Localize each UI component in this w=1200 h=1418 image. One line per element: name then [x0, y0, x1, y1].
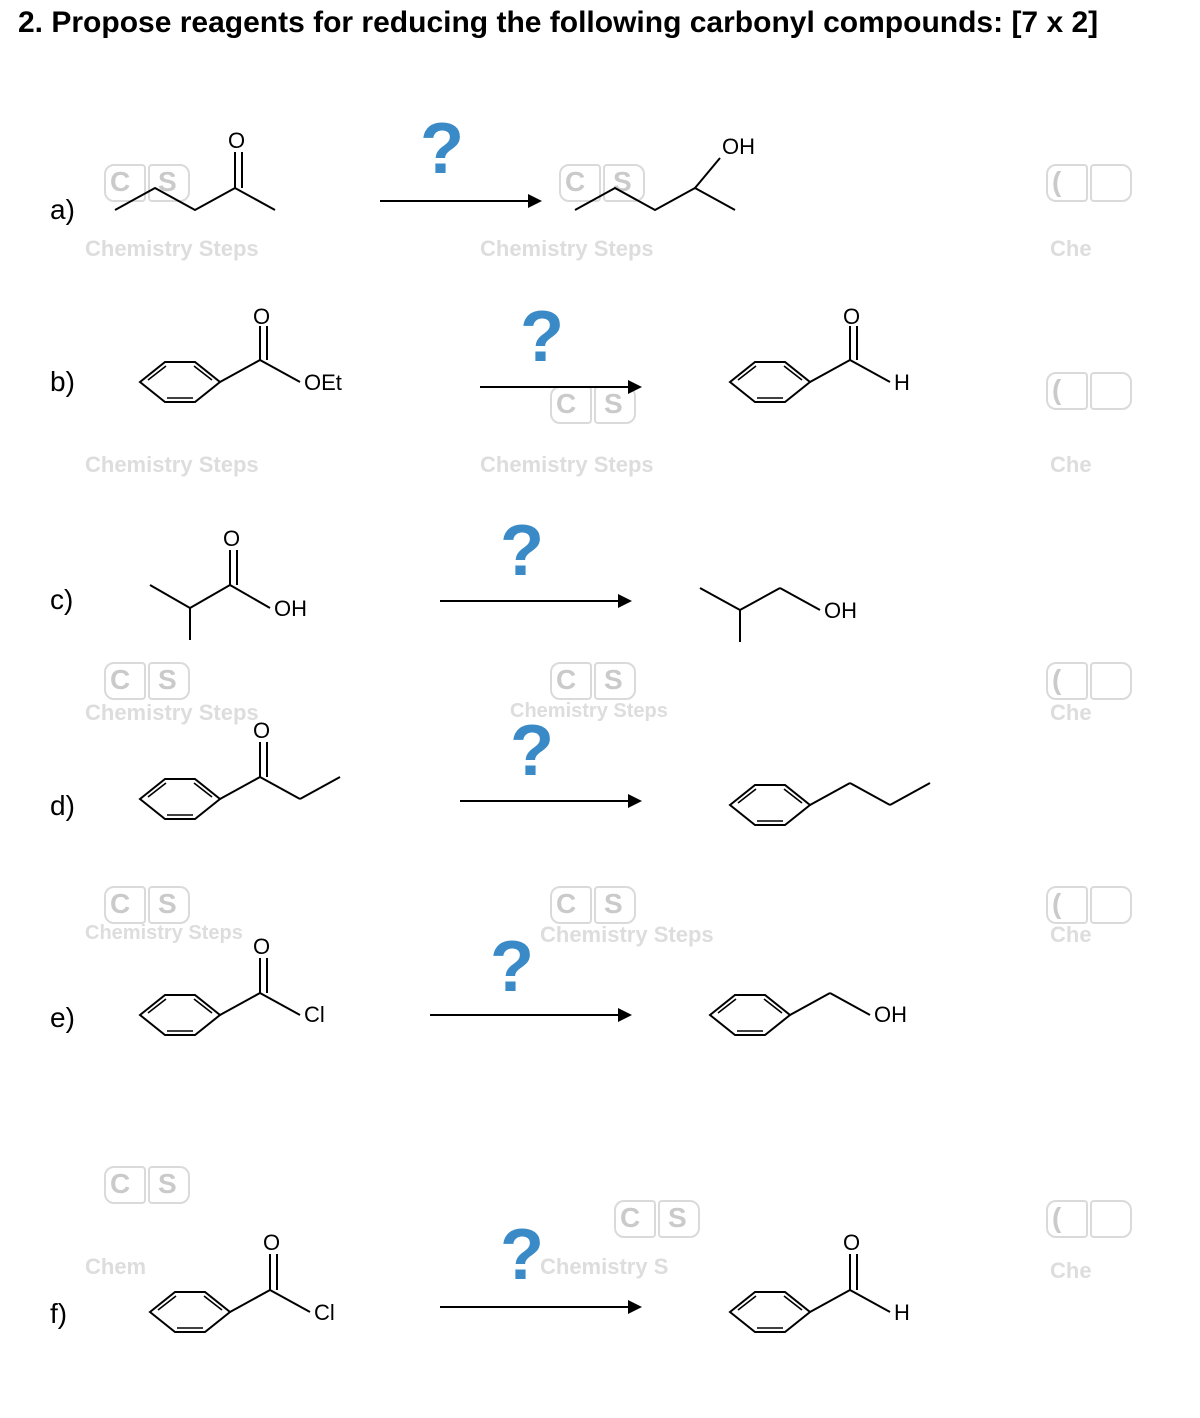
watermark-badge: CS [556, 664, 656, 698]
atom-oh: OH [274, 596, 307, 621]
question-mark-icon: ? [520, 296, 564, 378]
watermark-badge: CS [620, 1202, 720, 1236]
reaction-arrow [460, 800, 640, 802]
atom-o: O [253, 304, 270, 329]
atom-o: O [228, 128, 245, 153]
atom-o: O [253, 718, 270, 743]
reaction-arrow [440, 1306, 640, 1308]
atom-oet: OEt [304, 370, 342, 395]
atom-cl: Cl [314, 1300, 335, 1325]
question-mark-icon: ? [420, 108, 464, 190]
watermark-badge: CS [110, 888, 210, 922]
question-mark-icon: ? [510, 710, 554, 792]
watermark-short: Che [1050, 1258, 1092, 1284]
structure-e-reactant: O Cl [110, 940, 350, 1070]
watermark-short: Che [1050, 922, 1092, 948]
atom-oh: OH [874, 1002, 907, 1027]
watermark-short: Che [1050, 452, 1092, 478]
question-mark-icon: ? [500, 510, 544, 592]
item-label-b: b) [50, 366, 75, 398]
atom-cl: Cl [304, 1002, 325, 1027]
watermark-text: Chemistry Steps [85, 452, 259, 478]
structure-f-product: O H [700, 1232, 940, 1372]
question-mark-icon: ? [490, 926, 534, 1008]
structure-c-reactant: O OH [130, 530, 350, 650]
atom-o: O [843, 304, 860, 329]
structure-f-reactant: O Cl [120, 1232, 360, 1372]
reaction-arrow [380, 200, 540, 202]
watermark-badge: CS [110, 1168, 210, 1202]
watermark-short: Che [1050, 700, 1092, 726]
watermark-short: Che [1050, 236, 1092, 262]
item-label-a: a) [50, 194, 75, 226]
watermark-badge: ( [1052, 664, 1152, 698]
watermark-badge: ( [1052, 1202, 1152, 1236]
watermark-text: Chemistry Steps [480, 452, 654, 478]
watermark-badge: ( [1052, 166, 1152, 200]
atom-oh: OH [722, 134, 755, 159]
watermark-badge: CS [110, 664, 210, 698]
question-title: 2. Propose reagents for reducing the fol… [18, 6, 1098, 40]
page: 2. Propose reagents for reducing the fol… [0, 0, 1200, 1418]
watermark-text: Chemistry Steps [85, 236, 259, 262]
watermark-badge: ( [1052, 374, 1152, 408]
structure-d-reactant: O [110, 724, 370, 854]
atom-o: O [843, 1230, 860, 1255]
item-label-f: f) [50, 1298, 67, 1330]
watermark-badge: ( [1052, 888, 1152, 922]
atom-o: O [253, 934, 270, 959]
watermark-text: Chemistry Steps [540, 922, 714, 948]
structure-b-product: O H [700, 312, 940, 442]
watermark-text: Chemistry Steps [85, 700, 259, 726]
reaction-arrow [480, 386, 640, 388]
item-label-e: e) [50, 1002, 75, 1034]
atom-h: H [894, 370, 910, 395]
item-label-c: c) [50, 584, 73, 616]
atom-oh: OH [824, 598, 857, 623]
watermark-text: Chemistry S [540, 1254, 668, 1280]
watermark-text: Chemistry Steps [480, 236, 654, 262]
structure-a-reactant: O [110, 130, 340, 240]
structure-a-product: OH [570, 130, 830, 240]
atom-h: H [894, 1300, 910, 1325]
reaction-arrow [430, 1014, 630, 1016]
reaction-arrow [440, 600, 630, 602]
structure-b-reactant: O OEt [110, 312, 370, 442]
question-mark-icon: ? [500, 1214, 544, 1296]
structure-d-product [700, 740, 960, 860]
structure-c-product: OH [680, 540, 900, 650]
watermark-badge: CS [556, 888, 656, 922]
atom-o: O [223, 526, 240, 551]
atom-o: O [263, 1230, 280, 1255]
structure-e-product: OH [680, 950, 920, 1070]
item-label-d: d) [50, 790, 75, 822]
